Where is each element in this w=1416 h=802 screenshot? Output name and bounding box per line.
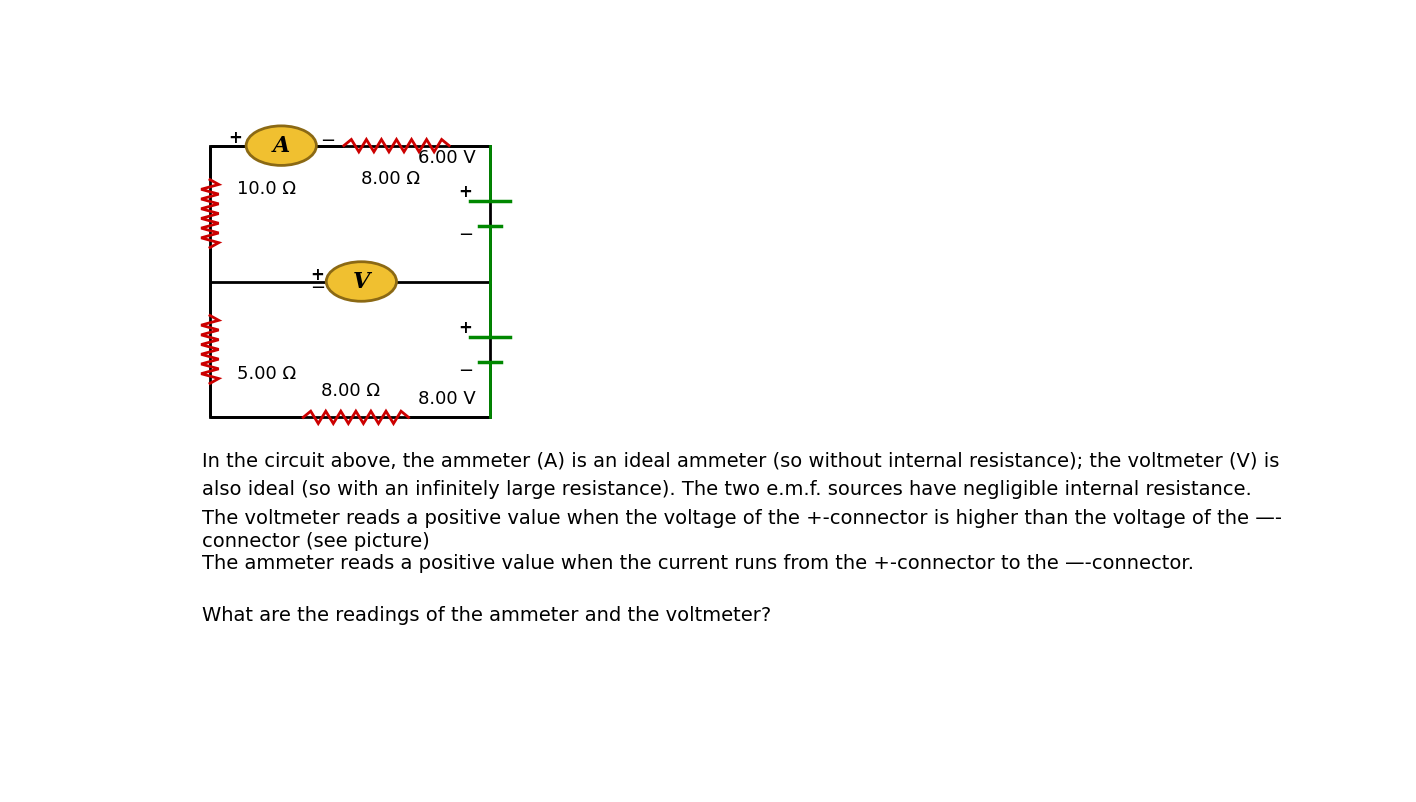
Text: 5.00 Ω: 5.00 Ω	[238, 365, 296, 383]
Text: −: −	[457, 362, 473, 380]
Text: 6.00 V: 6.00 V	[419, 149, 476, 167]
Text: 8.00 Ω: 8.00 Ω	[321, 382, 379, 400]
Text: −: −	[457, 226, 473, 244]
Text: The ammeter reads a positive value when the current runs from the +-connector to: The ammeter reads a positive value when …	[202, 554, 1194, 573]
Text: What are the readings of the ammeter and the voltmeter?: What are the readings of the ammeter and…	[202, 606, 772, 625]
Text: −: −	[320, 132, 336, 150]
Text: +: +	[310, 266, 324, 285]
Text: 10.0 Ω: 10.0 Ω	[238, 180, 296, 198]
Text: The voltmeter reads a positive value when the voltage of the +-connector is high: The voltmeter reads a positive value whe…	[202, 508, 1283, 528]
Text: In the circuit above, the ammeter (A) is an ideal ammeter (so without internal r: In the circuit above, the ammeter (A) is…	[202, 452, 1280, 470]
Text: −: −	[310, 278, 326, 297]
Bar	[210, 146, 490, 417]
Text: 8.00 Ω: 8.00 Ω	[361, 170, 421, 188]
Text: connector (see picture): connector (see picture)	[202, 532, 430, 551]
Text: +: +	[459, 319, 473, 337]
Text: 8.00 V: 8.00 V	[419, 390, 476, 408]
Text: +: +	[228, 129, 242, 148]
Circle shape	[326, 261, 396, 302]
Text: +: +	[459, 183, 473, 201]
Text: V: V	[353, 270, 370, 293]
Text: also ideal (so with an infinitely large resistance). The two e.m.f. sources have: also ideal (so with an infinitely large …	[202, 480, 1252, 500]
Text: A: A	[273, 135, 290, 156]
Circle shape	[246, 126, 316, 165]
